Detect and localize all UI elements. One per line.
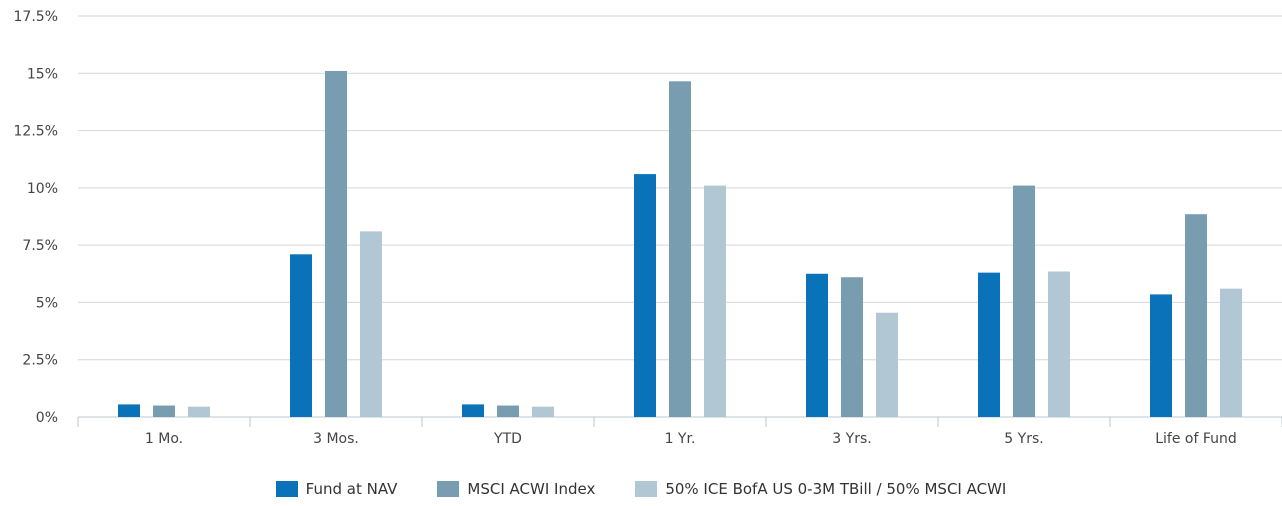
bar	[806, 273, 828, 417]
y-tick-label: 12.5%	[14, 124, 58, 140]
y-tick-label: 17.5%	[14, 9, 58, 25]
x-tick-label: YTD	[493, 431, 522, 447]
legend-swatch-fund-at-nav	[275, 481, 298, 497]
y-tick-label: 0%	[36, 410, 58, 426]
y-tick-label: 2.5%	[22, 353, 58, 369]
legend-label-fund-at-nav: Fund at NAV	[305, 480, 398, 498]
legend-swatch-msci-acwi	[437, 481, 460, 497]
bar	[290, 254, 312, 417]
bar	[360, 231, 382, 417]
bar	[325, 70, 347, 417]
bar	[876, 312, 898, 417]
bar	[841, 277, 863, 417]
bar	[1150, 294, 1172, 417]
bar	[462, 404, 484, 417]
bar	[153, 405, 175, 417]
x-tick-label: 5 Yrs.	[1004, 431, 1043, 447]
legend-item-msci-acwi[interactable]: MSCI ACWI Index	[437, 480, 595, 498]
legend: Fund at NAV MSCI ACWI Index 50% ICE BofA…	[0, 480, 1282, 498]
bar	[118, 404, 140, 417]
x-tick-label: 3 Yrs.	[832, 431, 871, 447]
y-tick-label: 7.5%	[22, 238, 58, 254]
bar	[532, 406, 554, 417]
x-tick-label: 3 Mos.	[313, 431, 359, 447]
x-tick-label: Life of Fund	[1155, 431, 1237, 447]
y-tick-label: 10%	[27, 181, 58, 197]
legend-label-blended-benchmark: 50% ICE BofA US 0-3M TBill / 50% MSCI AC…	[665, 480, 1007, 498]
chart-canvas: 0% 2.5% 5% 7.5% 10% 12.5% 15% 17.5% 1 Mo. 3 Mos. Y…	[14, 9, 1282, 447]
y-tick-label: 5%	[36, 295, 58, 311]
bar	[1048, 271, 1070, 417]
bar	[1220, 288, 1242, 417]
bar	[978, 272, 1000, 417]
bar	[497, 405, 519, 417]
bar	[634, 174, 656, 417]
bar	[1013, 185, 1035, 417]
bar	[188, 406, 210, 417]
bar	[1185, 214, 1207, 417]
bar	[704, 185, 726, 417]
legend-item-fund-at-nav[interactable]: Fund at NAV	[275, 480, 398, 498]
legend-label-msci-acwi: MSCI ACWI Index	[467, 480, 596, 498]
legend-item-blended-benchmark[interactable]: 50% ICE BofA US 0-3M TBill / 50% MSCI AC…	[635, 480, 1006, 498]
x-tick-label: 1 Mo.	[145, 431, 183, 447]
legend-swatch-blended-benchmark	[635, 481, 658, 497]
bar	[669, 81, 691, 417]
y-tick-label: 15%	[27, 66, 58, 82]
x-tick-label: 1 Yr.	[665, 431, 696, 447]
